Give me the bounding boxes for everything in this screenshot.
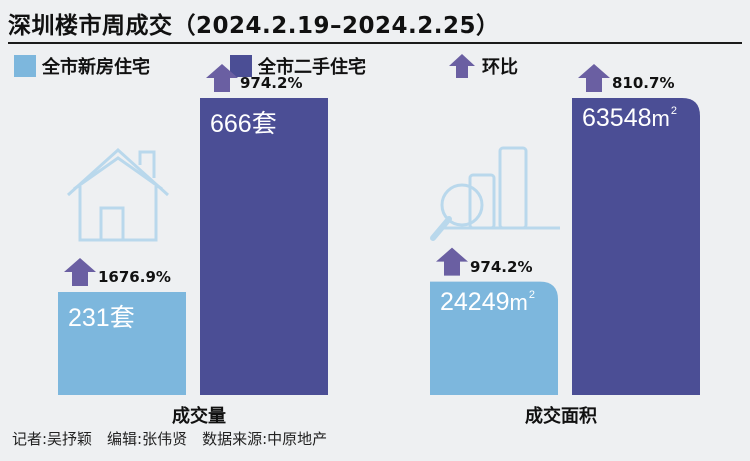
bar-value-second-hand-area: 63548m2 — [582, 104, 677, 132]
magnifier-chart-icon — [430, 146, 560, 241]
legend-label-ratio: 环比 — [482, 57, 518, 78]
chart-title: 深圳楼市周成交（2024.2.19–2024.2.25） — [8, 13, 500, 39]
up-arrow-icon — [64, 257, 96, 286]
wow-change-second-hand-volume: 974.2% — [240, 74, 303, 92]
arrows-layer — [64, 64, 610, 286]
wow-change-second-hand-area: 810.7% — [612, 74, 675, 92]
house-icon — [66, 147, 170, 242]
area-unit-superscript: 2 — [528, 288, 535, 301]
title-rule — [8, 42, 742, 44]
legend-second-hand: 全市二手住宅 — [230, 53, 366, 79]
up-arrow-icon — [206, 64, 238, 92]
up-arrow-icon — [436, 247, 468, 276]
credits: 记者:吴抒颖 编辑:张伟贤 数据来源:中原地产 — [12, 430, 328, 448]
bar-second-hand-volume — [200, 98, 328, 395]
bar-new-home-area — [430, 281, 558, 395]
legend-ratio: 环比 — [448, 53, 518, 79]
bar-value-second-hand-volume: 666套 — [210, 110, 277, 138]
bar-value-new-home-area: 24249m2 — [440, 287, 535, 316]
wow-change-new-home-area: 974.2% — [470, 257, 533, 276]
bar-new-home-volume — [58, 291, 186, 395]
bar-second-hand-area — [572, 98, 700, 395]
area-unit: m — [651, 106, 670, 131]
category-label-volume: 成交量 — [172, 406, 226, 427]
up-arrow-icon — [578, 64, 610, 92]
up-arrow-icon — [449, 54, 475, 78]
area-unit-superscript: 2 — [670, 105, 677, 117]
category-label-area: 成交面积 — [525, 406, 597, 427]
legend-swatch-new-home — [14, 55, 36, 77]
legend-swatch-second-hand — [230, 55, 252, 77]
wow-change-new-home-volume: 1676.9% — [98, 267, 171, 286]
bars-layer — [58, 98, 700, 395]
legend-label-second-hand: 全市二手住宅 — [258, 57, 366, 78]
legend-label-new-home: 全市新房住宅 — [42, 57, 150, 78]
legend-new-home: 全市新房住宅 — [14, 53, 150, 79]
bar-value-new-home-volume: 231套 — [68, 303, 135, 332]
area-unit: m — [509, 289, 528, 315]
